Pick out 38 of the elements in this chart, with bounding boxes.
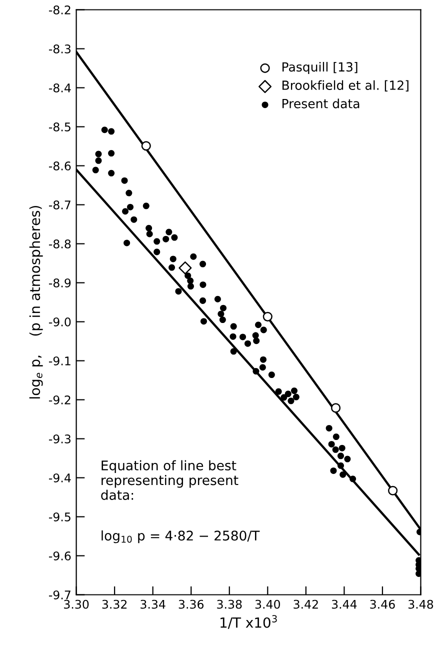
point (141, 141, 151, 151)
y-tick-label: -8.2 (48, 5, 70, 14)
x-tick-label: 3.44 (332, 600, 357, 609)
x-tick-label: 3.46 (370, 600, 395, 609)
y-tick-label: -9.5 (48, 512, 70, 522)
x-tick-label: 3.36 (178, 600, 204, 609)
x-tick-label: 3.30 (64, 600, 89, 609)
x-tick-label: 3.34 (140, 600, 166, 609)
x-tick-label: 3.38 (217, 600, 242, 609)
y-tick-label: -8.5 (48, 122, 70, 132)
x-tick-label: 3.48 (408, 600, 434, 609)
point (262, 312, 272, 322)
y-axis-title: log$_{e}$ p, (p in atmospheres) (29, 206, 43, 398)
legend-label: Brookfield et al. [12] (282, 80, 408, 92)
annotation: Equation of line best representing present data: (101, 460, 238, 500)
y-tick-label: -9.0 (48, 317, 71, 326)
y-tick-label: -9.7 (48, 590, 70, 600)
point (330, 403, 341, 413)
x-axis-title: 1/T x10$^{3}$ (220, 615, 277, 629)
x-tick-label: 3.42 (294, 600, 318, 609)
y-tick-label: -8.9 (48, 278, 71, 288)
y-tick-label: -9.3 (48, 434, 70, 444)
annotation: log$_{10}$ p = 4·82 − 2580/T (102, 530, 260, 544)
legend-label: Present data (282, 98, 360, 108)
x-tick-label: 3.40 (255, 600, 280, 609)
y-tick-label: -8.6 (48, 161, 71, 170)
point (388, 486, 398, 496)
y-tick-label: -8.8 (48, 239, 71, 248)
y-tick-label: -9.4 (48, 473, 71, 482)
x-tick-label: 3.32 (102, 600, 127, 609)
y-tick-label: -9.1 (48, 356, 70, 366)
y-tick-label: -8.3 (48, 44, 70, 54)
y-tick-label: -9.6 (48, 551, 71, 560)
point (178, 261, 192, 274)
y-tick-label: -9.2 (48, 395, 70, 404)
y-tick-label: -8.7 (48, 200, 70, 210)
legend-label: Pasquill [13] (282, 62, 358, 74)
y-tick-label: -8.4 (48, 83, 71, 92)
